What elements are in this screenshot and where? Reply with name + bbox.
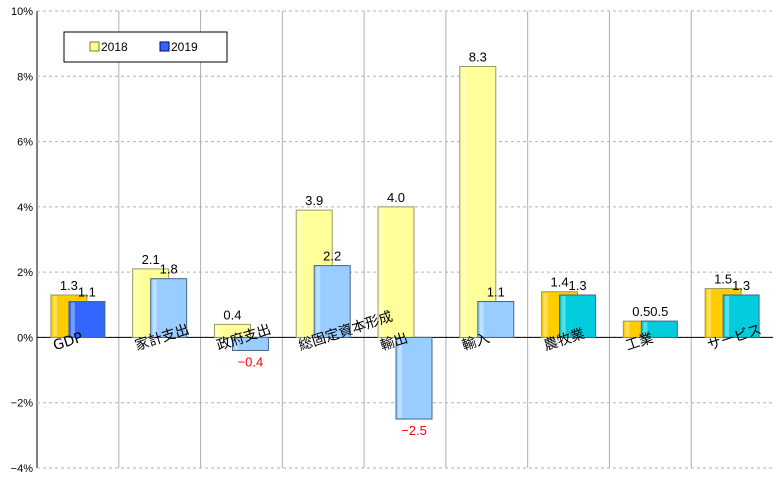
data-labels: 1.3 1.12.11.80.4−0.43.92.24.0−2.58.31.11.… (60, 49, 750, 438)
bars (50, 65, 760, 420)
y-axis-ticks: −4% −2% 0% 2% 4% 6% 8% 10% (11, 6, 34, 475)
data-label-2019-2: 1.8 (160, 262, 178, 277)
bar-2019-8 (640, 320, 678, 338)
data-label-2018-8: 0.5 (632, 304, 650, 319)
legend: 2018 2019 (63, 31, 228, 63)
bar-highlight (152, 279, 157, 337)
bar-highlight (725, 295, 730, 337)
data-label-2019-7: 1.3 (569, 278, 587, 293)
bar-highlight (461, 67, 466, 337)
bar-highlight (479, 302, 484, 337)
bar-highlight (643, 322, 648, 337)
bar-highlight (298, 211, 303, 337)
bar-2019-7 (559, 294, 597, 338)
bar-2019-3 (231, 336, 269, 351)
data-label-2018-7: 1.4 (551, 275, 569, 290)
data-label-2018-1: 1.3 (60, 278, 78, 293)
bar-2018-5 (377, 206, 415, 338)
data-label-2018-3: 0.4 (223, 307, 241, 322)
data-label-2018-4: 3.9 (305, 193, 323, 208)
y-tick-label: 0% (17, 332, 33, 344)
data-label-2019-6: 1.1 (487, 285, 505, 300)
bar-highlight (543, 292, 548, 337)
bar-highlight (134, 269, 139, 337)
bar-2019-4 (313, 265, 351, 338)
bar-2018-6 (459, 65, 497, 338)
y-tick-label: −4% (11, 463, 34, 475)
bar-highlight (70, 302, 75, 337)
bar-2019-5 (395, 336, 433, 420)
legend-swatch-2018 (89, 41, 100, 52)
y-tick-label: 2% (17, 267, 33, 279)
data-label-2019-1: 1.1 (78, 285, 96, 300)
data-label-2019-8: 0.5 (650, 304, 668, 319)
legend-swatch-2019 (159, 41, 170, 52)
bar-2019-2 (150, 278, 188, 338)
bar-highlight (707, 289, 712, 337)
bar-highlight (380, 207, 384, 337)
data-label-2019-9: 1.3 (732, 278, 750, 293)
legend-box (63, 31, 228, 63)
y-tick-label: 4% (17, 202, 33, 214)
bar-2019-6 (477, 301, 515, 338)
data-label-2018-9: 1.5 (714, 271, 732, 286)
y-tick-label: 8% (17, 71, 33, 83)
y-tick-label: −2% (11, 398, 34, 410)
bar-highlight (625, 322, 630, 337)
y-tick-label: 6% (17, 137, 33, 149)
bar-highlight (398, 338, 402, 419)
data-label-2019-4: 2.2 (323, 249, 341, 264)
data-label-2019-5: −2.5 (401, 423, 427, 438)
data-label-2019-3: −0.4 (238, 354, 264, 369)
bar-2019-1 (68, 301, 106, 338)
y-tick-label: 10% (11, 6, 33, 18)
data-label-2018-6: 8.3 (469, 49, 487, 64)
bar-2019-9 (722, 294, 760, 338)
bar-highlight (52, 295, 57, 337)
data-label-2018-2: 2.1 (142, 252, 160, 267)
bar-highlight (216, 325, 221, 337)
bar-highlight (561, 295, 566, 337)
legend-label-2019: 2019 (171, 40, 198, 54)
bar-highlight (234, 338, 239, 350)
legend-label-2018: 2018 (101, 40, 128, 54)
data-label-2018-5: 4.0 (387, 190, 405, 205)
bar-highlight (316, 266, 321, 337)
